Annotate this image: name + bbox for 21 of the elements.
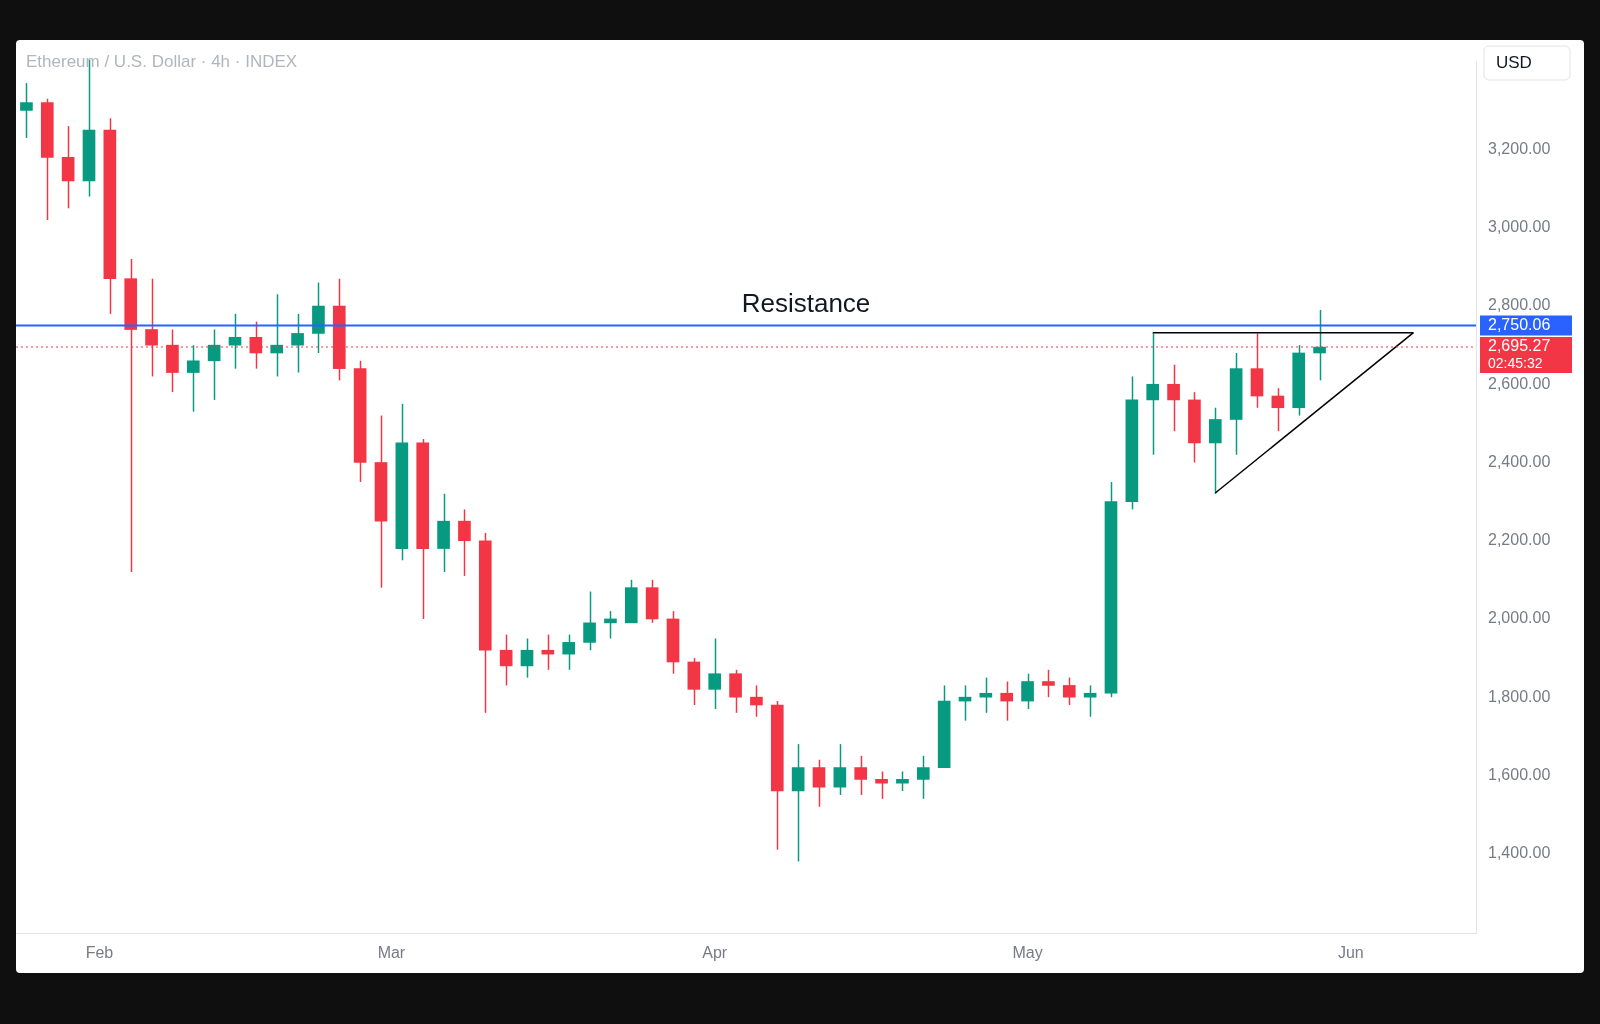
x-tick-label: May <box>1012 943 1043 961</box>
text: 02:45:32 <box>1488 354 1543 371</box>
y-axis-title: USD <box>1496 52 1532 72</box>
x-tick-label: Apr <box>702 943 728 961</box>
y-tick-label: 2,800.00 <box>1488 296 1551 314</box>
y-tick-label: 1,400.00 <box>1488 844 1551 862</box>
y-tick-label: 2,000.00 <box>1488 609 1551 627</box>
y-tick-label: 1,800.00 <box>1488 687 1551 705</box>
y-tick-label: 2,400.00 <box>1488 452 1551 470</box>
x-tick-label: Jun <box>1337 943 1364 961</box>
ref-line-label: 2,750.06 <box>1488 315 1551 333</box>
y-tick-label: 2,600.00 <box>1488 374 1551 392</box>
ref-line-label: 2,695.27 <box>1488 337 1551 355</box>
annotation: Resistance <box>741 287 871 318</box>
y-tick-label: 3,200.00 <box>1488 140 1551 158</box>
y-tick-label: 2,200.00 <box>1488 531 1551 549</box>
y-tick-label: 1,600.00 <box>1488 765 1551 783</box>
x-tick-label: Mar <box>377 943 406 961</box>
chart-title: Ethereum / U.S. Dollar · 4h · INDEX <box>26 51 298 71</box>
y-tick-label: 3,000.00 <box>1488 218 1551 236</box>
x-tick-label: Feb <box>85 943 114 961</box>
